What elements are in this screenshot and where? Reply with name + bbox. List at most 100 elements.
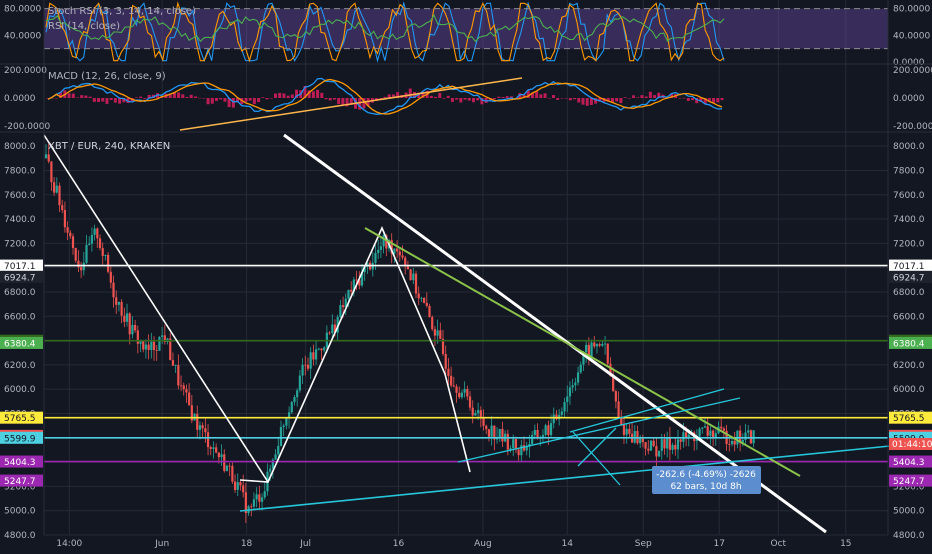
macd-histogram-bar — [434, 96, 438, 98]
trendline-cyan-channel[interactable] — [457, 397, 741, 463]
trendline-green[interactable] — [364, 227, 801, 477]
price-ytick-right: 7400.0 — [893, 215, 925, 225]
macd-histogram-bar — [716, 98, 720, 103]
time-axis-label: 16 — [393, 539, 405, 549]
price-level-label: 5247.7 — [4, 477, 36, 487]
candle-body — [628, 428, 631, 434]
trendline-white-1[interactable] — [43, 134, 269, 483]
macd-histogram-bar — [248, 98, 252, 101]
candle-body — [158, 336, 161, 351]
price-ytick-left: 5000.0 — [4, 507, 36, 517]
candle-body — [684, 432, 688, 438]
stoch-rsi-legend: Stoch RSI (3, 3, 14, 14, close) — [48, 6, 196, 17]
macd-histogram-bar — [227, 98, 231, 108]
price-ytick-left: 7800.0 — [4, 166, 36, 176]
macd-histogram-bar — [341, 98, 345, 106]
candle-body — [377, 249, 380, 254]
candle-body — [460, 392, 464, 398]
macd-histogram-bar — [396, 92, 400, 98]
macd-histogram-bar — [564, 98, 568, 99]
macd-histogram-bar — [509, 96, 513, 98]
candle-body — [206, 432, 210, 448]
candle-body — [290, 402, 293, 413]
candle-body — [595, 344, 599, 347]
macd-histogram-bar — [577, 98, 581, 103]
trendline-cyan-a[interactable] — [577, 427, 617, 467]
macd-legend: MACD (12, 26, close, 9) — [48, 71, 166, 82]
trendline-cyan-base[interactable] — [239, 445, 891, 512]
macd-histogram-bar — [408, 88, 412, 98]
candle-body — [50, 161, 53, 183]
macd-ytick-left: 0.0000 — [4, 94, 36, 104]
macd-histogram-bar — [231, 98, 235, 108]
trendline-white-main[interactable] — [283, 133, 827, 534]
candle-body — [593, 342, 596, 347]
macd-trendline[interactable] — [179, 77, 523, 131]
macd-ytick-right: -200.0000 — [893, 122, 932, 132]
candle-body — [617, 401, 620, 417]
candle-body — [752, 430, 755, 444]
candle-body — [609, 363, 612, 377]
time-axis[interactable]: 14:00 Jun 18 Jul 16 Aug 14 Sep 17 Oct 15 — [56, 539, 851, 549]
macd-signal-line — [47, 78, 723, 115]
candle-body — [339, 305, 342, 317]
candle-body — [720, 426, 723, 429]
stoch-rsi-panel[interactable]: Stoch RSI (3, 3, 14, 14, close) RSI (14,… — [4, 1, 930, 68]
candle-body — [587, 344, 590, 357]
macd-histogram-bar — [480, 98, 484, 105]
price-panel[interactable]: XBT / EUR, 240, KRAKEN -262.6 (-4.69%) -… — [0, 133, 932, 541]
candle-body — [487, 429, 491, 437]
price-level-label: 6380.4 — [893, 339, 925, 349]
macd-histogram-bar — [210, 98, 214, 104]
macd-panel[interactable]: MACD (12, 26, close, 9) 200.0000 200.0000… — [4, 66, 932, 132]
macd-histogram-bar — [54, 98, 58, 99]
measure-tool[interactable]: -262.6 (-4.69%) -2626 62 bars, 10d 8h — [652, 466, 761, 494]
candle-body — [260, 497, 264, 502]
candle-body — [320, 348, 323, 351]
candle-body — [552, 414, 555, 424]
macd-histogram-bar — [67, 93, 71, 98]
price-level-label: 5247.7 — [893, 477, 925, 487]
macd-histogram-bar — [337, 98, 341, 105]
macd-histogram-bar — [450, 98, 454, 102]
candle-body — [104, 254, 107, 256]
candle-body — [128, 313, 131, 335]
trendline-cyan-b[interactable] — [572, 431, 621, 486]
price-level-label: 5404.3 — [893, 458, 925, 468]
candle-body — [296, 390, 299, 398]
macd-histogram-bar — [147, 95, 151, 98]
candle-body — [585, 344, 588, 353]
candle-body — [571, 385, 574, 388]
candle-body — [533, 429, 536, 436]
price-ytick-right: 6200.0 — [893, 361, 925, 371]
candle-body — [314, 349, 318, 360]
macd-histogram-bar — [328, 98, 332, 101]
macd-ytick-right: 200.0000 — [893, 66, 932, 76]
candle-body — [531, 435, 534, 444]
macd-histogram-bar — [185, 96, 189, 98]
candle-body — [674, 444, 677, 450]
macd-histogram-bar — [695, 98, 699, 104]
price-ytick-left: 8000.0 — [4, 142, 36, 152]
candle-body — [341, 305, 345, 308]
candle-body — [88, 243, 91, 245]
candle-body — [85, 244, 88, 263]
candle-body — [398, 251, 401, 256]
candle-body — [179, 385, 183, 387]
macd-histogram-bar — [442, 98, 446, 99]
candle-body — [358, 279, 361, 286]
candle-body — [414, 273, 418, 294]
macd-histogram-bar — [261, 97, 265, 98]
candle-body — [582, 352, 585, 365]
price-level-label: 5765.5 — [4, 414, 36, 424]
zigzag-white[interactable] — [239, 226, 471, 483]
macd-histogram-bar — [88, 96, 92, 98]
macd-histogram-bar — [560, 97, 564, 99]
price-ytick-left: 7400.0 — [4, 215, 36, 225]
candle-body — [344, 298, 347, 308]
trendline-cyan-upper[interactable] — [569, 388, 725, 433]
macd-histogram-bar — [463, 98, 467, 100]
candle-body — [679, 439, 682, 442]
